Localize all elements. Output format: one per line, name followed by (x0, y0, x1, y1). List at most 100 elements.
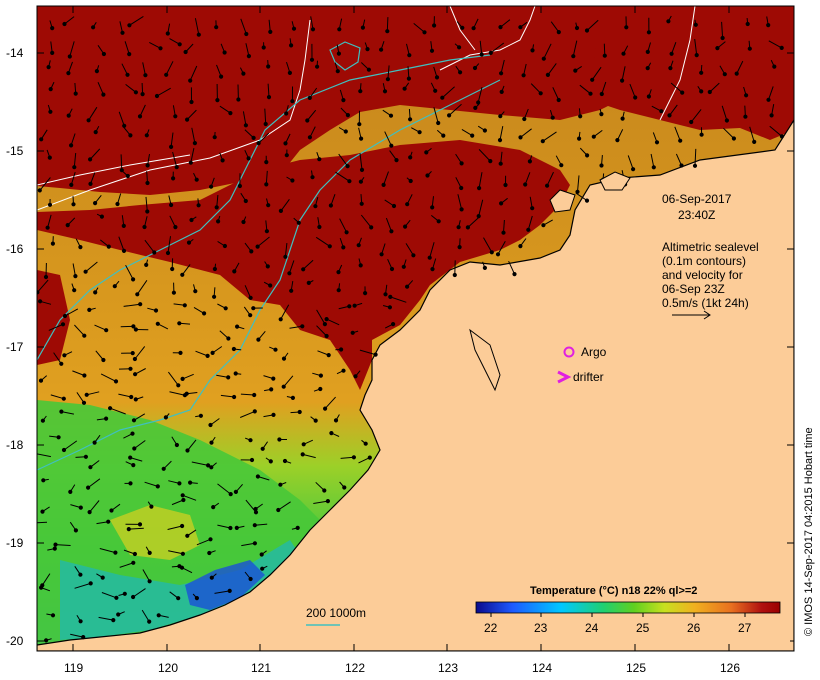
colorbar-tick-label: 24 (585, 621, 599, 635)
velocity-vector-head (138, 302, 143, 307)
velocity-vector-head (106, 244, 111, 249)
velocity-vector-head (433, 88, 438, 93)
velocity-vector-head (132, 551, 137, 557)
velocity-vector-head (128, 481, 133, 486)
velocity-vector-head (174, 442, 179, 448)
velocity-vector (220, 394, 235, 398)
velocity-vector-head (281, 356, 287, 361)
velocity-vector-head (666, 19, 671, 24)
velocity-vector-head (248, 576, 253, 582)
colorbar-ticks (490, 613, 746, 617)
velocity-vector-head (209, 440, 214, 445)
colorbar-title: Temperature (°C) n18 22% ql>=2 (530, 585, 697, 597)
velocity-vector (359, 153, 363, 170)
velocity-vector-head (176, 596, 181, 601)
velocity-vector (591, 66, 602, 81)
velocity-vector-head (241, 219, 246, 225)
velocity-vector (302, 259, 314, 270)
velocity-vector (55, 544, 71, 546)
velocity-vector-head (283, 141, 288, 146)
coastal-islands (469, 171, 631, 392)
velocity-vector-head (137, 522, 143, 527)
velocity-vector-head (228, 492, 233, 497)
velocity-vector-head (256, 337, 261, 342)
velocity-vector (479, 40, 483, 55)
velocity-vector-head (436, 120, 441, 126)
velocity-vector-head (73, 274, 78, 279)
velocity-vector-head (163, 415, 168, 420)
velocity-vector (288, 260, 295, 274)
velocity-vector-head (41, 478, 46, 483)
velocity-vector-head (501, 230, 506, 235)
velocity-vector (169, 215, 176, 228)
velocity-vector (690, 109, 702, 123)
velocity-vector-head (87, 509, 92, 515)
velocity-vector (37, 279, 49, 293)
velocity-vector-head (290, 99, 295, 104)
velocity-vector-head (268, 29, 273, 34)
velocity-vector-head (620, 78, 625, 83)
velocity-vector-head (499, 201, 504, 206)
velocity-vector-head (408, 178, 413, 184)
velocity-vector-head (313, 418, 318, 423)
velocity-vector (267, 83, 270, 98)
velocity-vector-head (109, 508, 114, 513)
velocity-vector (478, 172, 483, 189)
velocity-vector (97, 82, 104, 95)
velocity-vector (769, 125, 783, 137)
velocity-vector (53, 352, 62, 365)
velocity-vector-head (571, 54, 576, 59)
velocity-vector-head (78, 572, 83, 577)
velocity-vector (508, 260, 515, 275)
velocity-vector-head (132, 446, 137, 451)
velocity-vector-head (365, 47, 370, 52)
velocity-vector (577, 175, 580, 192)
velocity-vector (217, 483, 232, 495)
velocity-vector-head (290, 178, 295, 183)
velocity-vector-head (81, 635, 86, 640)
velocity-vector (359, 349, 376, 356)
velocity-vector-head (271, 376, 276, 381)
velocity-vector-head (189, 217, 194, 223)
velocity-vector-head (345, 113, 350, 118)
velocity-vector-head (715, 46, 720, 51)
velocity-vector-head (266, 203, 271, 208)
velocity-vector-head (351, 455, 356, 460)
velocity-vector-head (339, 347, 344, 352)
velocity-vector (64, 308, 79, 317)
velocity-vector (499, 126, 504, 141)
velocity-vector (144, 239, 155, 253)
velocity-vector (63, 440, 78, 451)
velocity-vector (503, 219, 505, 233)
velocity-vector-head (317, 224, 322, 230)
velocity-vector (433, 107, 439, 124)
velocity-vector-head (301, 442, 306, 447)
x-tick-label: 126 (720, 661, 740, 675)
velocity-vector-head (373, 352, 378, 357)
timestamp-time: 23:40Z (678, 208, 715, 222)
velocity-vector (120, 154, 123, 171)
velocity-vector-head (252, 392, 257, 398)
velocity-vector (579, 84, 591, 95)
velocity-vector-head (458, 70, 463, 75)
velocity-vector-head (220, 158, 225, 163)
y-tick-label: -14 (6, 46, 24, 60)
velocity-vector (386, 17, 389, 32)
velocity-vector-head (81, 400, 87, 405)
colorbar-tick-label: 26 (687, 621, 701, 635)
velocity-vector-head (336, 51, 341, 56)
velocity-vector (73, 152, 77, 168)
velocity-vector (241, 542, 255, 547)
velocity-vector-head (181, 497, 186, 503)
plot-area (37, 6, 794, 651)
velocity-vector-head (488, 159, 493, 164)
velocity-vector-head (180, 493, 185, 498)
velocity-vector (483, 237, 493, 253)
y-tick-label: -17 (6, 340, 24, 354)
x-tick-label: 120 (158, 661, 178, 675)
velocity-vector-head (633, 95, 638, 100)
velocity-vector-head (67, 54, 72, 59)
velocity-vector-head (621, 51, 626, 56)
velocity-vector-head (145, 180, 150, 186)
velocity-vector (69, 41, 75, 57)
